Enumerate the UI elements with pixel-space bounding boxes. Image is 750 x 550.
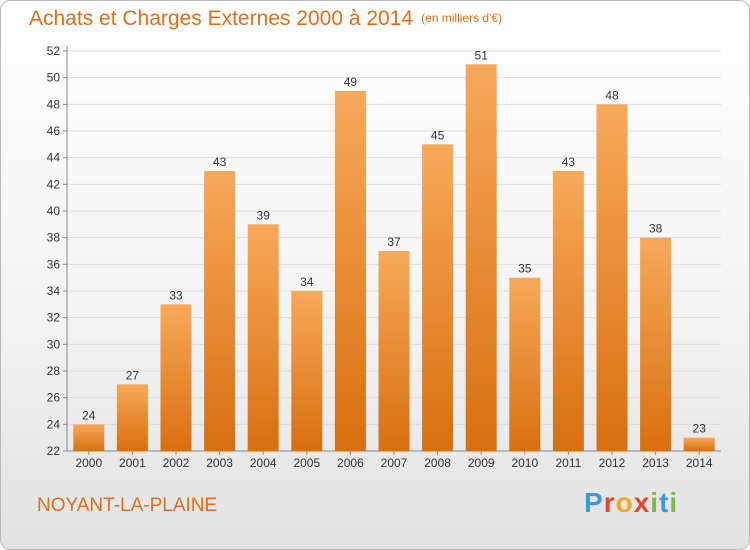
y-tick-label: 46 [47,124,61,138]
x-tick-label: 2014 [686,456,713,470]
data-label: 38 [649,222,663,236]
y-tick-label: 50 [47,71,61,85]
bar [552,171,584,451]
x-tick-label: 2012 [599,456,626,470]
city-name: NOYANT-LA-PLAINE [37,495,218,516]
bar [378,251,410,451]
bar [683,437,715,451]
data-label: 35 [518,262,532,276]
x-tick-label: 2011 [555,456,581,470]
x-tick-label: 2010 [511,456,538,470]
y-tick-label: 40 [47,204,61,218]
data-label: 51 [475,48,489,62]
logo-letter: t [659,487,670,518]
x-tick-label: 2004 [250,456,277,470]
y-tick-label: 42 [47,177,61,191]
x-tick-label: 2002 [163,456,190,470]
y-tick-label: 44 [47,151,61,165]
x-tick-label: 2013 [642,456,669,470]
y-tick-label: 32 [47,311,61,325]
logo-letter: o [615,487,634,518]
data-label: 43 [213,155,227,169]
bar [422,144,454,452]
bar [465,64,497,452]
y-tick-label: 52 [47,44,61,58]
logo-letter: r [603,487,616,518]
data-label: 49 [344,75,358,89]
y-tick-label: 38 [47,231,61,245]
data-label: 34 [300,275,314,289]
bar [116,384,148,451]
x-tick-label: 2009 [468,456,495,470]
bar [291,291,323,451]
bar [160,304,192,451]
data-label: 43 [562,155,576,169]
x-tick-label: 2005 [293,456,320,470]
proxiti-logo: Proxiti [584,487,678,519]
bar [247,224,279,451]
x-tick-label: 2000 [75,456,102,470]
logo-letter: i [669,487,679,518]
bar [334,91,366,451]
x-tick-label: 2006 [337,456,364,470]
y-tick-label: 36 [47,257,61,271]
bar [509,277,541,451]
bar [204,171,236,451]
data-label: 24 [82,408,96,422]
data-label: 33 [169,288,183,302]
y-tick-label: 28 [47,364,61,378]
logo-letter: x [633,487,651,518]
y-tick-label: 24 [47,417,61,431]
data-label: 48 [605,88,619,102]
x-tick-label: 2007 [381,456,408,470]
y-tick-label: 26 [47,391,61,405]
data-label: 27 [126,368,140,382]
data-label: 37 [387,235,401,249]
data-label: 23 [693,422,707,436]
bar [640,237,672,451]
logo-letter: i [650,487,660,518]
y-tick-label: 34 [47,284,61,298]
bar [73,424,105,451]
bar [596,104,628,451]
chart-subtitle: (en milliers d'€) [421,11,503,25]
chart-title: Achats et Charges Externes 2000 à 2014 (e… [29,7,503,30]
data-label: 45 [431,128,445,142]
x-tick-label: 2003 [206,456,233,470]
y-tick-label: 30 [47,337,61,351]
logo-letter: P [584,487,604,518]
x-tick-label: 2008 [424,456,451,470]
x-tick-label: 2001 [119,456,146,470]
y-tick-label: 22 [47,444,61,458]
y-tick-label: 48 [47,97,61,111]
data-label: 39 [257,208,271,222]
